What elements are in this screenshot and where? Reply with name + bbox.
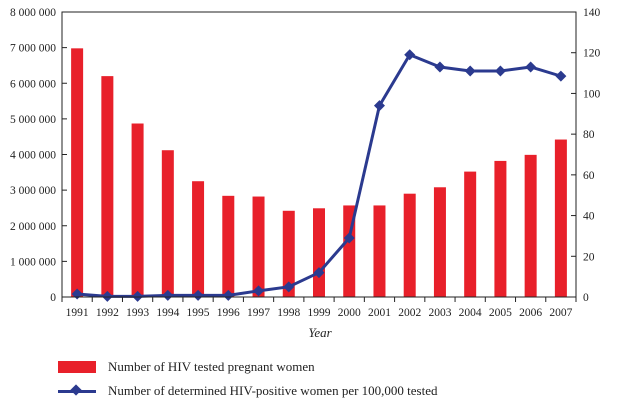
x-tick-label: 1995 — [187, 307, 210, 319]
x-tick-label: 1993 — [126, 307, 149, 319]
bar-1995 — [192, 181, 205, 297]
x-tick-label: 2006 — [519, 307, 542, 319]
legend-label-bars: Number of HIV tested pregnant women — [108, 359, 315, 374]
line-point-1999 — [313, 267, 325, 279]
x-axis-title: Year — [308, 325, 332, 340]
bar-2007 — [554, 139, 567, 297]
bar-2002 — [403, 193, 416, 297]
left-tick-label: 7 000 000 — [10, 43, 56, 55]
line-point-1994 — [162, 289, 174, 301]
x-tick-label: 1998 — [277, 307, 300, 319]
bar-2001 — [373, 205, 386, 297]
line-point-2002 — [404, 49, 416, 61]
bar-1991 — [71, 48, 84, 298]
line-point-1993 — [132, 290, 144, 302]
bar-1996 — [222, 195, 235, 297]
right-tick-label: 40 — [583, 211, 595, 223]
left-tick-label: 8 000 000 — [10, 7, 56, 19]
left-tick-label: 5 000 000 — [10, 114, 56, 126]
bar-2005 — [494, 160, 507, 297]
left-tick-label: 4 000 000 — [10, 150, 56, 162]
legend-item-bars: Number of HIV tested pregnant women — [58, 355, 438, 379]
right-tick-label: 20 — [583, 251, 595, 263]
left-tick-label: 6 000 000 — [10, 78, 56, 90]
line-point-2004 — [464, 65, 476, 77]
x-tick-label: 1999 — [308, 307, 331, 319]
line-point-1997 — [253, 285, 265, 297]
bar-2003 — [433, 187, 446, 297]
line-point-2001 — [373, 100, 385, 112]
axes: 0 1 000 000 2 000 000 3 000 000 4 000 000 5 0… — [10, 7, 601, 319]
left-tick-label: 0 — [50, 292, 56, 304]
bar-2004 — [464, 171, 477, 297]
x-tick-label: 1996 — [217, 307, 240, 319]
right-tick-label: 0 — [583, 292, 589, 304]
x-tick-label: 2000 — [338, 307, 361, 319]
x-tick-label: 2005 — [489, 307, 512, 319]
line-point-1998 — [283, 281, 295, 293]
line-point-1995 — [192, 289, 204, 301]
bar-1997 — [252, 196, 265, 297]
x-tick-label: 2002 — [398, 307, 421, 319]
bar-series — [71, 48, 567, 298]
bar-1992 — [101, 76, 114, 297]
line-point-1992 — [101, 290, 113, 302]
x-tick-label: 2007 — [549, 307, 572, 319]
bar-1993 — [131, 123, 144, 297]
line-point-2007 — [555, 70, 567, 82]
bar-1994 — [161, 150, 174, 297]
legend-item-line: Number of determined HIV-positive women … — [58, 379, 438, 403]
line-series — [71, 49, 567, 302]
line-point-2003 — [434, 61, 446, 73]
right-tick-label: 60 — [583, 170, 595, 182]
line-point-2000 — [343, 232, 355, 244]
legend-label-line: Number of determined HIV-positive women … — [108, 383, 438, 398]
line-point-2006 — [525, 61, 537, 73]
line-point-1996 — [222, 289, 234, 301]
bar-2006 — [524, 154, 537, 297]
legend: Number of HIV tested pregnant women Numb… — [58, 355, 438, 403]
right-tick-label: 100 — [583, 88, 601, 100]
legend-swatch-bars — [58, 361, 96, 373]
bar-1998 — [282, 210, 295, 297]
x-tick-label: 1994 — [156, 307, 179, 319]
bar-1999 — [313, 208, 325, 297]
line-point-2005 — [494, 65, 506, 77]
left-tick-label: 2 000 000 — [10, 221, 56, 233]
x-tick-label: 2003 — [428, 307, 451, 319]
x-tick-label: 1997 — [247, 307, 270, 319]
right-tick-label: 80 — [583, 129, 595, 141]
right-tick-label: 140 — [583, 7, 601, 19]
x-tick-label: 1991 — [66, 307, 89, 319]
x-tick-label: 1992 — [96, 307, 119, 319]
x-tick-label: 2004 — [459, 307, 482, 319]
left-tick-label: 1 000 000 — [10, 256, 56, 268]
x-tick-label: 2001 — [368, 307, 391, 319]
legend-swatch-line — [58, 384, 96, 397]
right-tick-label: 120 — [583, 48, 601, 60]
left-tick-label: 3 000 000 — [10, 185, 56, 197]
